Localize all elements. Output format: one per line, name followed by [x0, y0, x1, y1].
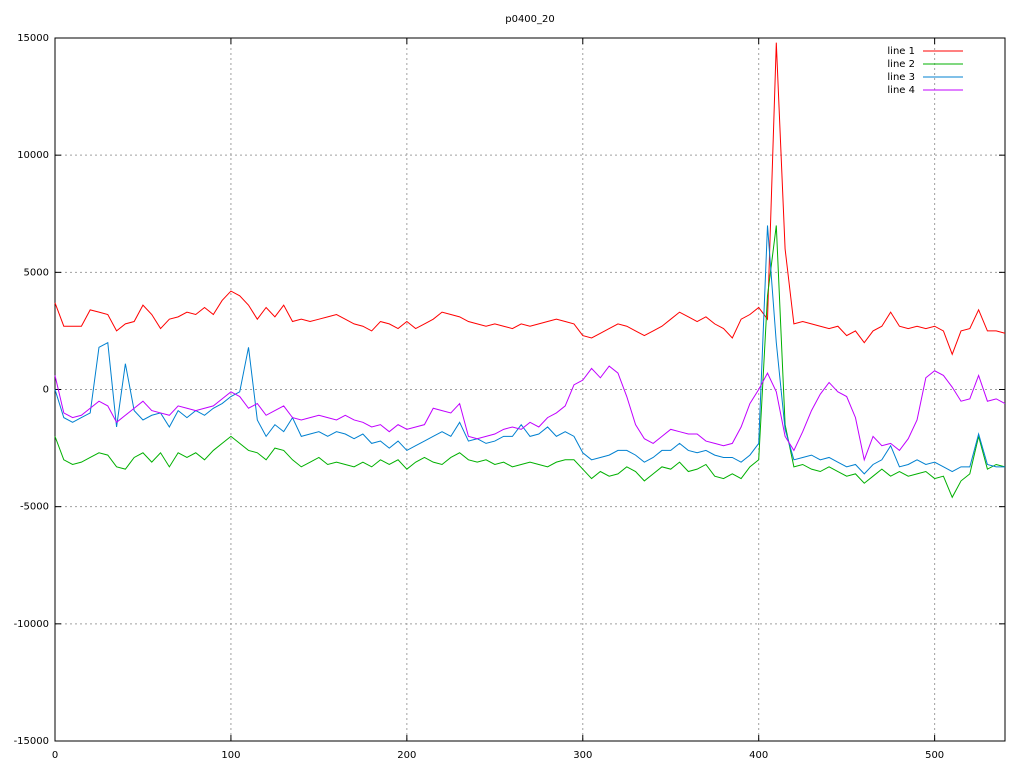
- legend-label: line 3: [887, 72, 915, 83]
- series-line: [54, 365, 1006, 462]
- x-tick-label: 500: [925, 750, 944, 761]
- y-tick-label: 15000: [17, 33, 49, 44]
- y-tick-label: -15000: [14, 736, 49, 747]
- y-tick-label: -5000: [20, 502, 49, 513]
- x-tick-label: 0: [52, 750, 58, 761]
- y-tick-label: 5000: [24, 267, 49, 278]
- x-tick-label: 400: [749, 750, 768, 761]
- legend-label: line 2: [887, 59, 915, 70]
- x-tick-label: 100: [221, 750, 240, 761]
- series-line: [54, 225, 1005, 475]
- chart-title: p0400_20: [505, 14, 555, 25]
- series-line: [54, 42, 1006, 356]
- legend-label: line 1: [887, 46, 915, 57]
- y-tick-label: -10000: [14, 619, 49, 630]
- series-line: [54, 225, 1006, 499]
- y-tick-label: 10000: [17, 150, 49, 161]
- legend-label: line 4: [887, 85, 915, 96]
- x-tick-label: 300: [573, 750, 592, 761]
- y-tick-label: 0: [43, 385, 49, 396]
- x-tick-label: 200: [397, 750, 416, 761]
